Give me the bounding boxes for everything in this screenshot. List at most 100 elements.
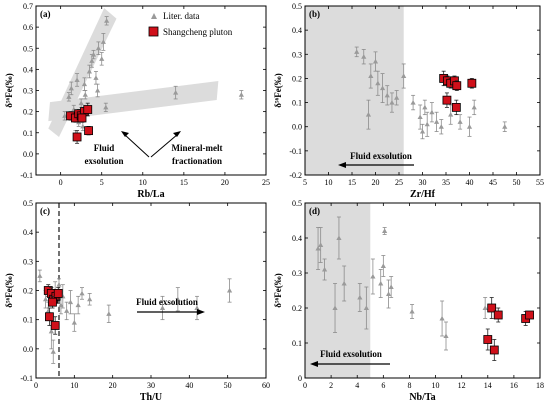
x-tick-label: 30 xyxy=(419,178,427,187)
shangcheng-point xyxy=(487,303,497,313)
liter-point xyxy=(410,99,416,105)
x-tick-label: 25 xyxy=(395,178,403,187)
liter-point xyxy=(378,280,384,286)
liter-point xyxy=(173,90,179,95)
panel-a: 0 5 10 15 20 25 -0.1 0.0 0.1 0.2 0.3 0.4 0.5 0.6 0.7 (… xyxy=(4,2,270,200)
panel-c: 0 10 20 30 40 50 60-0.10.00.10.20.30.40.5 (c) … xyxy=(4,199,270,403)
panel-d-ylabel: δ⁵⁶Fe(‰) xyxy=(273,273,283,308)
y-tick-label: 0.0 xyxy=(292,123,302,132)
liter-point xyxy=(194,305,200,310)
liter-point xyxy=(439,315,445,321)
x-tick-label: 10 xyxy=(70,381,78,390)
liter-point xyxy=(361,54,367,59)
y-tick-label: 0.7 xyxy=(23,2,33,11)
shangcheng-point xyxy=(50,321,60,330)
liter-point xyxy=(78,100,84,106)
x-tick-label: 8 xyxy=(407,381,411,390)
annotation-exsolution: exsolution xyxy=(84,156,123,166)
panel-b: 5 10 15 20 25 30 35 40 45 50 55 -0.2 -0.1 0.0 0.1 0.2 0.… xyxy=(273,2,544,200)
liter-point xyxy=(419,128,426,134)
x-tick-label: 6 xyxy=(381,381,385,390)
liter-point xyxy=(375,80,381,86)
x-tick-label: 45 xyxy=(489,178,497,187)
liter-point xyxy=(409,308,415,314)
y-tick-label: 0.6 xyxy=(23,23,33,32)
y-tick-label: 0.1 xyxy=(23,316,33,325)
y-tick-label: 0.4 xyxy=(292,234,302,243)
x-tick-label: 4 xyxy=(355,381,359,390)
liter-point xyxy=(62,113,68,118)
annotation-fractionation: fractionation xyxy=(172,156,222,166)
liter-point xyxy=(68,85,74,91)
liter-point xyxy=(380,263,386,268)
shangcheng-point xyxy=(45,312,54,322)
liter-point xyxy=(388,284,394,289)
shangcheng-point xyxy=(493,310,503,320)
shaded-region xyxy=(305,203,371,378)
liter-point xyxy=(64,308,70,313)
liter-point xyxy=(466,124,473,129)
liter-point xyxy=(58,302,64,308)
liter-point xyxy=(104,18,110,23)
panel-a-xlabel: Rb/La xyxy=(137,189,164,200)
y-tick-label: -0.1 xyxy=(289,147,302,156)
liter-point xyxy=(42,296,49,302)
y-tick-label: 0.3 xyxy=(292,269,302,278)
y-tick-label: 0.2 xyxy=(23,108,33,117)
liter-point xyxy=(385,291,392,296)
legend-liter-marker xyxy=(151,13,157,19)
x-tick-label: 20 xyxy=(109,381,117,390)
liter-point xyxy=(99,56,105,61)
liter-point xyxy=(315,245,321,251)
y-tick-label: 0.5 xyxy=(292,199,302,208)
x-tick-label: 15 xyxy=(180,178,188,187)
x-tick-label: 60 xyxy=(262,381,270,390)
annotation-fluid: Fluid xyxy=(94,143,115,153)
liter-point xyxy=(332,305,338,310)
x-tick-label: 55 xyxy=(536,178,544,187)
liter-point xyxy=(48,328,54,334)
annotation-mineral-melt: Mineral-melt xyxy=(172,143,223,153)
liter-point xyxy=(89,58,95,63)
x-tick-label: 5 xyxy=(100,178,104,187)
liter-point xyxy=(74,77,80,82)
liter-point xyxy=(71,319,77,325)
y-tick-label: 0.5 xyxy=(23,199,33,208)
x-tick-label: 5 xyxy=(303,178,307,187)
liter-point xyxy=(401,73,407,79)
panel-c-xlabel: Th/U xyxy=(140,392,162,403)
shaded-region xyxy=(305,6,404,175)
liter-point xyxy=(103,104,109,110)
liter-point xyxy=(238,92,244,97)
shangcheng-point xyxy=(442,95,452,105)
liter-point xyxy=(438,124,444,129)
liter-point xyxy=(159,305,166,310)
liter-point xyxy=(341,280,347,286)
shangcheng-point xyxy=(48,297,57,307)
liter-point xyxy=(429,109,435,115)
liter-point xyxy=(384,92,390,98)
x-tick-label: 14 xyxy=(484,381,492,390)
liter-point xyxy=(434,119,440,124)
liter-point xyxy=(424,121,430,127)
liter-point xyxy=(67,299,74,305)
y-tick-label: 0.2 xyxy=(23,287,33,296)
x-tick-label: 15 xyxy=(348,178,356,187)
liter-point xyxy=(394,95,400,100)
y-tick-label: 0.3 xyxy=(23,87,33,96)
x-tick-label: 10 xyxy=(325,178,333,187)
x-tick-label: 40 xyxy=(185,381,193,390)
panel-d-xlabel: Nb/Ta xyxy=(409,392,435,403)
liter-point xyxy=(66,94,72,99)
liter-point xyxy=(86,68,92,74)
liter-point xyxy=(45,308,51,313)
arrowhead-mineral xyxy=(173,131,181,137)
panel-c-annotation: Fluid exsolution xyxy=(136,297,198,307)
liter-point xyxy=(382,228,388,233)
panel-b-xlabel: Zr/Hf xyxy=(410,189,436,200)
y-tick-label: 0.2 xyxy=(292,304,302,313)
liter-point xyxy=(90,51,97,57)
x-tick-label: 50 xyxy=(224,381,232,390)
shangcheng-point xyxy=(489,345,499,355)
